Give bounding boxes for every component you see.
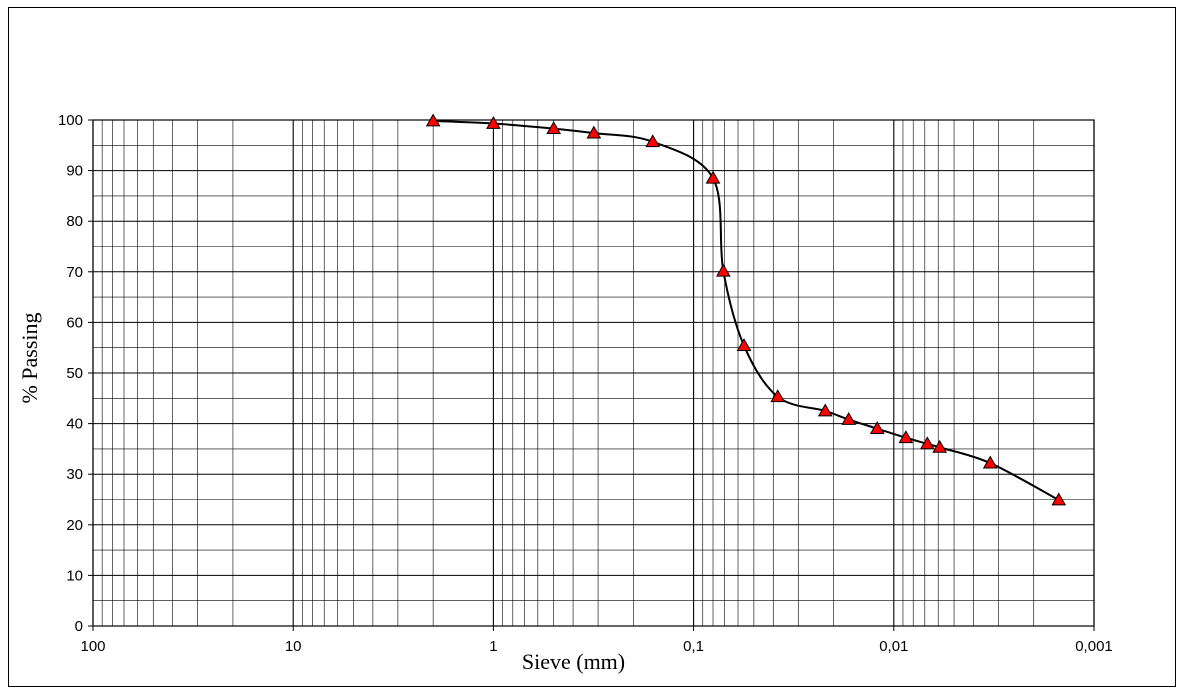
y-tick-label: 80 bbox=[66, 213, 83, 230]
data-point-marker bbox=[486, 116, 501, 129]
series-line bbox=[433, 120, 1060, 501]
y-tick-label: 70 bbox=[66, 264, 83, 281]
y-tick-label: 60 bbox=[66, 314, 83, 331]
data-point-marker bbox=[817, 403, 833, 417]
sieve-chart: 0 10 20 30 40 50 60 70 80 90 100 100 10 1 0,1 0,01 0,00… bbox=[17, 112, 1113, 674]
data-point-marker bbox=[770, 389, 786, 403]
y-tick-label: 0 bbox=[75, 618, 83, 635]
data-point-marker bbox=[869, 421, 885, 435]
x-tick-label: 0,001 bbox=[1075, 638, 1113, 655]
data-point-marker bbox=[736, 338, 752, 352]
y-tick-label: 10 bbox=[66, 567, 83, 584]
y-axis-title: % Passing bbox=[17, 312, 42, 403]
y-axis-ticks: 0 10 20 30 40 50 60 70 80 90 100 bbox=[58, 112, 93, 635]
data-point-marker bbox=[898, 430, 914, 444]
y-tick-label: 30 bbox=[66, 466, 83, 483]
data-point-marker bbox=[932, 439, 948, 453]
x-tick-label: 10 bbox=[285, 638, 302, 655]
data-point-marker bbox=[546, 121, 562, 134]
x-tick-label: 0,1 bbox=[683, 638, 704, 655]
y-tick-label: 90 bbox=[66, 163, 83, 180]
x-axis-ticks: 100 10 1 0,1 0,01 0,001 bbox=[80, 626, 1113, 655]
data-point-marker bbox=[982, 455, 998, 469]
data-point-marker bbox=[425, 113, 441, 127]
data-point-marker bbox=[705, 170, 721, 184]
chart-frame: 0 10 20 30 40 50 60 70 80 90 100 100 10 1 0,1 0,01 0,00… bbox=[8, 7, 1176, 687]
data-point-marker bbox=[645, 134, 661, 148]
y-tick-label: 40 bbox=[66, 416, 83, 433]
x-axis-title: Sieve (mm) bbox=[522, 649, 625, 674]
data-point-marker bbox=[1051, 492, 1067, 506]
x-tick-label: 1 bbox=[489, 638, 497, 655]
x-tick-label: 100 bbox=[80, 638, 105, 655]
y-tick-label: 20 bbox=[66, 517, 83, 534]
y-tick-label: 50 bbox=[66, 365, 83, 382]
y-tick-label: 100 bbox=[58, 112, 83, 129]
data-point-marker bbox=[841, 412, 857, 425]
data-point-marker bbox=[716, 263, 731, 277]
x-tick-label: 0,01 bbox=[879, 638, 908, 655]
data-point-marker bbox=[586, 125, 602, 139]
series-markers bbox=[425, 113, 1067, 506]
data-point-marker bbox=[919, 436, 935, 450]
